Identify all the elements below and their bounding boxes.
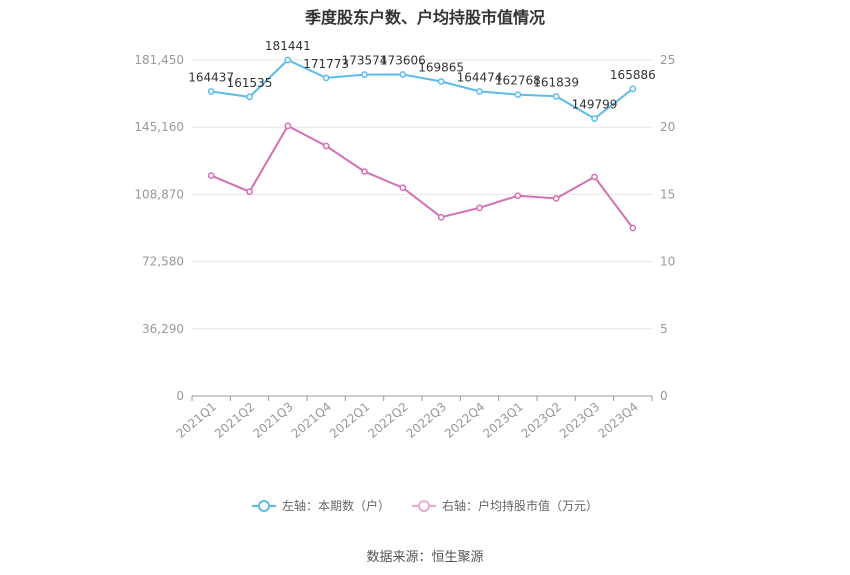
right-axis-tick-label: 10 — [660, 255, 675, 269]
avg-value-point — [591, 173, 598, 181]
avg-value-point — [514, 192, 522, 200]
households-point — [514, 91, 522, 98]
households-point — [284, 56, 292, 64]
households-data-label: 161839 — [533, 75, 579, 89]
households-data-label: 181441 — [265, 39, 311, 53]
series-avg-value-line — [210, 124, 634, 229]
x-axis-tick-label: 2023Q4 — [595, 400, 640, 441]
left-axis-tick-label: 0 — [176, 389, 184, 403]
x-axis-tick-label: 2023Q2 — [519, 400, 564, 441]
households-point — [591, 115, 598, 122]
households-point — [399, 71, 407, 78]
legend: 左轴：本期数（户） 右轴：户均持股市值（万元） — [0, 497, 850, 514]
households-data-label: 169865 — [418, 60, 464, 74]
left-axis-tick-label: 108,870 — [134, 187, 184, 201]
source-note: 数据来源：恒生聚源 — [366, 550, 484, 565]
right-axis-tick-label: 0 — [660, 389, 668, 403]
households-point — [437, 78, 445, 85]
avg-value-point — [207, 172, 215, 179]
households-point — [322, 74, 330, 82]
avg-value-point — [246, 188, 253, 196]
x-axis-tick-label: 2023Q1 — [480, 400, 525, 441]
avg-value-point — [399, 184, 407, 192]
avg-value-point — [284, 122, 292, 130]
right-axis-tick-label: 25 — [660, 53, 675, 67]
avg-value-point — [629, 224, 637, 232]
households-data-label: 162768 — [495, 74, 541, 88]
households-point — [361, 71, 368, 78]
households-data-label: 173606 — [380, 54, 426, 68]
households-data-label: 149799 — [572, 98, 618, 112]
households-data-label: 165886 — [610, 68, 656, 82]
legend-item-households[interactable]: 左轴：本期数（户） — [251, 497, 390, 514]
x-axis-tick-label: 2022Q2 — [365, 400, 410, 441]
households-point — [629, 85, 637, 93]
households-point — [476, 88, 483, 95]
x-axis-tick-label: 2021Q1 — [174, 400, 219, 441]
avg-value-point — [552, 195, 560, 202]
households-data-label: 164437 — [188, 71, 234, 85]
left-axis-tick-label: 72,580 — [142, 255, 184, 269]
legend-label-households: 左轴：本期数（户） — [281, 499, 390, 513]
x-axis-tick-label: 2022Q3 — [404, 400, 449, 441]
avg-value-point — [322, 142, 330, 150]
series-households-line — [211, 58, 634, 120]
legend-swatch-avg-value — [412, 499, 436, 512]
left-axis-tick-label: 145,160 — [134, 120, 184, 134]
legend-item-avg-value[interactable]: 右轴：户均持股市值（万元） — [412, 497, 598, 514]
right-axis-tick-label: 15 — [660, 187, 675, 201]
chart-title: 季度股东户数、户均持股市值情况 — [304, 8, 545, 27]
households-point — [207, 88, 215, 95]
legend-swatch-households — [251, 499, 276, 512]
households-point — [552, 92, 560, 100]
right-axis-tick-label: 5 — [660, 322, 668, 336]
households-point — [246, 93, 253, 101]
avg-value-point — [437, 213, 445, 221]
x-axis-tick-label: 2021Q3 — [250, 400, 295, 441]
x-axis-tick-label: 2022Q1 — [327, 400, 372, 441]
x-axis-tick-label: 2023Q3 — [557, 400, 602, 441]
left-axis-tick-label: 181,450 — [134, 53, 184, 67]
x-axis-tick-label: 2021Q4 — [289, 400, 334, 441]
avg-value-point — [476, 204, 483, 212]
households-data-label: 171773 — [303, 57, 349, 71]
x-axis-tick-label: 2021Q2 — [212, 400, 257, 441]
avg-value-point — [361, 168, 368, 175]
left-axis-tick-label: 36,290 — [142, 322, 184, 336]
x-axis-tick-label: 2022Q4 — [442, 400, 487, 441]
households-data-label: 161535 — [227, 76, 273, 90]
households-data-label: 164474 — [457, 70, 503, 84]
right-axis-tick-label: 20 — [660, 120, 675, 134]
households-data-label: 173574 — [342, 54, 388, 68]
legend-label-avg-value: 右轴：户均持股市值（万元） — [442, 499, 599, 513]
